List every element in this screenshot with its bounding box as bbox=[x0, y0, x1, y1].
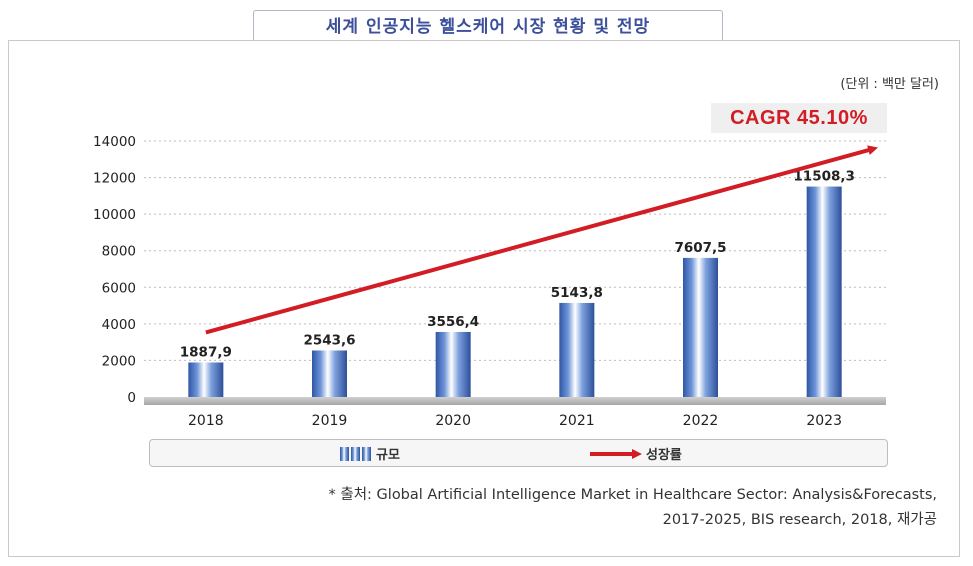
x-tick-label-2019: 2019 bbox=[312, 413, 348, 429]
bar-2018 bbox=[188, 362, 224, 397]
bar-2020 bbox=[435, 331, 471, 397]
legend-item-arrow: 성장률 bbox=[590, 444, 682, 463]
y-tick-label: 12000 bbox=[93, 171, 136, 187]
legend-item-bar: 규모 bbox=[340, 444, 400, 463]
value-label-2021: 5143,8 bbox=[551, 285, 603, 301]
value-label-2022: 7607,5 bbox=[674, 240, 726, 256]
value-label-2019: 2543,6 bbox=[303, 332, 355, 348]
x-tick-label-2022: 2022 bbox=[683, 413, 719, 429]
y-tick-label: 6000 bbox=[102, 280, 136, 296]
bar-2019 bbox=[312, 350, 347, 397]
title-tab: 세계 인공지능 헬스케어 시장 현황 및 전망 bbox=[253, 10, 723, 43]
x-tick-label-2020: 2020 bbox=[435, 413, 471, 429]
source-line-2: 2017-2025, BIS research, 2018, 재가공 bbox=[662, 512, 937, 528]
source-line-1: * 출처: Global Artificial Intelligence Mar… bbox=[328, 487, 937, 503]
chart-frame: (단위 : 백만 달러) CAGR 45.10% 0 2000 4000 6000 80… bbox=[8, 40, 960, 557]
growth-arrow bbox=[205, 145, 879, 335]
bar-2022 bbox=[683, 257, 718, 397]
value-label-2020: 3556,4 bbox=[427, 314, 479, 330]
source-note: * 출처: Global Artificial Intelligence Mar… bbox=[117, 483, 937, 533]
bar-2021 bbox=[559, 302, 595, 397]
bar-chart: 0 2000 4000 6000 8000 10000 12000 14000 2018 2019… bbox=[93, 134, 886, 429]
x-tick-label-2021: 2021 bbox=[559, 413, 595, 429]
value-label-2018: 1887,9 bbox=[180, 344, 232, 360]
x-axis-base bbox=[144, 397, 886, 405]
legend-arrow-label: 성장률 bbox=[646, 448, 682, 463]
y-tick-label: 14000 bbox=[93, 134, 136, 150]
legend-bar-label: 규모 bbox=[376, 448, 400, 463]
x-tick-label-2018: 2018 bbox=[188, 413, 224, 429]
chart-title: 세계 인공지능 헬스케어 시장 현황 및 전망 bbox=[325, 17, 651, 37]
y-tick-label: 0 bbox=[127, 390, 136, 406]
y-tick-label: 8000 bbox=[102, 244, 136, 260]
y-tick-label: 10000 bbox=[93, 207, 136, 223]
legend: 규모 성장률 bbox=[149, 439, 888, 467]
legend-arrow-swatch bbox=[590, 448, 642, 459]
bar-2023 bbox=[806, 186, 842, 397]
x-tick-label-2023: 2023 bbox=[806, 413, 842, 429]
legend-bar-swatch bbox=[340, 446, 371, 461]
y-tick-label: 4000 bbox=[102, 317, 136, 333]
unit-label: (단위 : 백만 달러) bbox=[840, 77, 939, 92]
value-label-2023: 11508,3 bbox=[793, 169, 855, 185]
cagr-label: CAGR 45.10% bbox=[711, 103, 887, 133]
y-tick-label: 2000 bbox=[102, 353, 136, 369]
